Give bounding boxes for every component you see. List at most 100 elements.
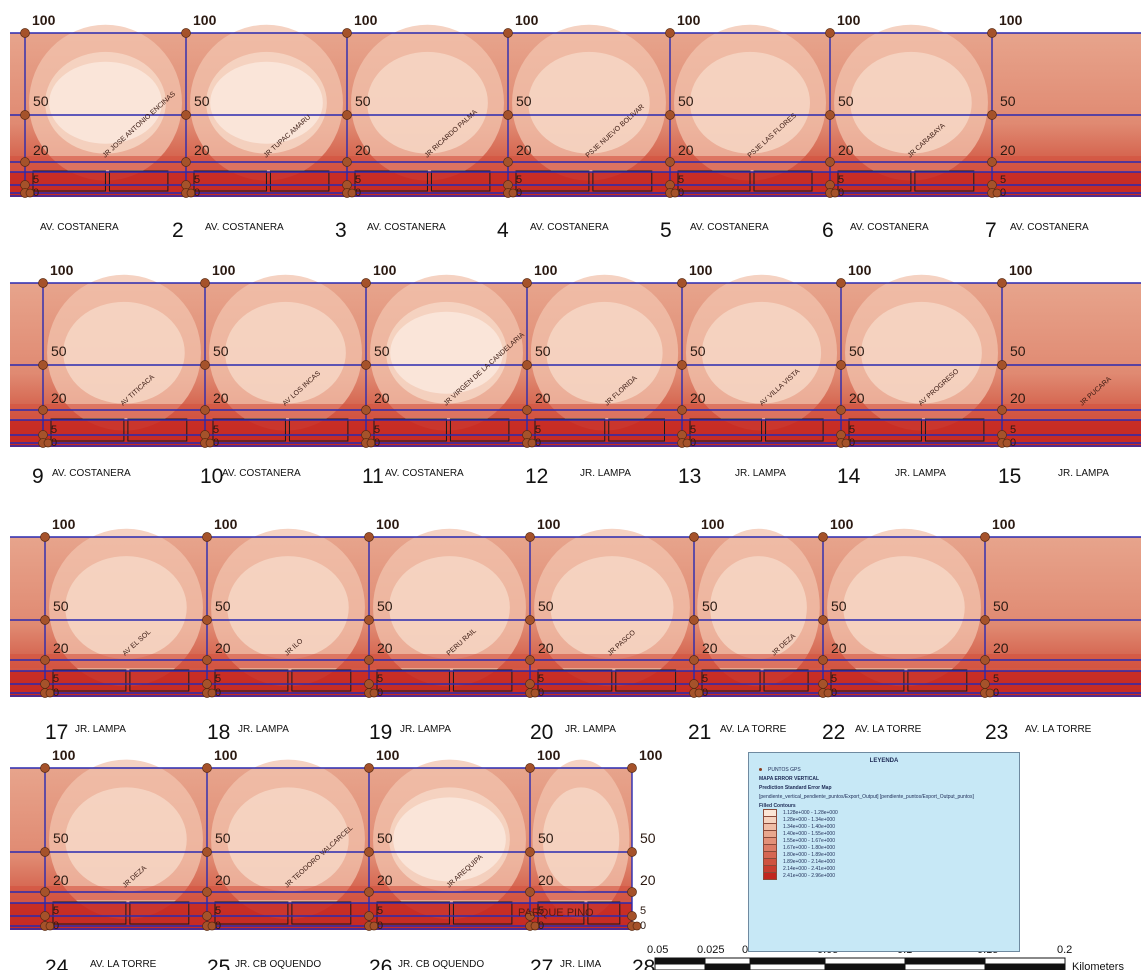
scale-segment xyxy=(704,957,751,965)
level-label-0: 0 xyxy=(538,920,544,932)
level-label-100: 100 xyxy=(214,747,238,763)
gps-point xyxy=(525,532,535,542)
segment-number: 23 xyxy=(985,721,1008,744)
gps-point xyxy=(38,360,48,370)
level-label-0: 0 xyxy=(535,437,541,449)
level-label-50: 50 xyxy=(215,830,231,846)
gps-point xyxy=(342,180,352,190)
avenue-label: JR. LAMPA xyxy=(735,468,786,479)
legend-class-8: 1.89e+000 - 2.14e+000 xyxy=(763,857,1019,866)
gps-point xyxy=(40,911,50,921)
legend-layer-title: MAPA ERROR VERTICAL xyxy=(759,776,819,782)
scale-segment xyxy=(904,963,986,970)
legend-class-2: 1.28e+000 - 1.34e+000 xyxy=(763,815,1019,824)
gps-point xyxy=(364,887,374,897)
contour-band xyxy=(550,556,674,660)
contour-band xyxy=(10,404,1141,418)
building xyxy=(830,669,905,692)
level-label-20: 20 xyxy=(535,390,551,406)
building xyxy=(129,669,190,692)
building xyxy=(701,669,761,692)
gps-point xyxy=(38,405,48,415)
avenue-label: AV. COSTANERA xyxy=(205,222,284,233)
contour-band xyxy=(710,556,807,660)
gps-point xyxy=(364,763,374,773)
gps-point xyxy=(818,655,828,665)
level-label-20: 20 xyxy=(1000,142,1016,158)
level-label-20: 20 xyxy=(53,640,69,656)
legend-class-10: 2.41e+000 - 2.96e+000 xyxy=(763,871,1019,880)
level-label-0: 0 xyxy=(993,687,999,699)
level-label-5: 5 xyxy=(355,174,361,186)
avenue-label: AV. COSTANERA xyxy=(850,222,929,233)
gps-point xyxy=(525,887,535,897)
level-label-0: 0 xyxy=(215,920,221,932)
segment-number: 14 xyxy=(837,465,861,488)
gps-point xyxy=(665,157,675,167)
gps-point xyxy=(677,405,687,415)
level-label-50: 50 xyxy=(702,598,718,614)
gps-point xyxy=(665,28,675,38)
level-label-0: 0 xyxy=(516,187,522,199)
level-label-5: 5 xyxy=(213,424,219,436)
contour-band xyxy=(10,654,1141,668)
segment-number: 18 xyxy=(207,721,230,744)
legend-title: LEYENDA xyxy=(869,758,899,764)
gps-point xyxy=(665,180,675,190)
gps-point xyxy=(38,430,48,440)
level-label-50: 50 xyxy=(194,93,210,109)
gps-point xyxy=(980,532,990,542)
gps-point-icon xyxy=(759,768,762,771)
gps-point xyxy=(202,911,212,921)
gps-point xyxy=(40,679,50,689)
building xyxy=(615,669,677,692)
gps-point xyxy=(830,188,840,198)
gps-point xyxy=(200,430,210,440)
gps-point xyxy=(364,679,374,689)
level-label-20: 20 xyxy=(213,390,229,406)
gps-point xyxy=(689,615,699,625)
building xyxy=(193,170,267,192)
gps-point xyxy=(25,188,35,198)
gps-point xyxy=(366,438,376,448)
legend-class-label: 2.14e+000 - 2.41e+000 xyxy=(783,865,835,872)
scale-tick-label: 0.025 xyxy=(697,944,725,956)
level-label-0: 0 xyxy=(53,687,59,699)
gps-point xyxy=(202,655,212,665)
gps-point xyxy=(665,110,675,120)
level-label-100: 100 xyxy=(50,262,74,278)
segment-number: 12 xyxy=(525,465,548,488)
gps-point xyxy=(181,28,191,38)
scale-segment xyxy=(654,957,706,965)
level-label-0: 0 xyxy=(374,437,380,449)
gps-point xyxy=(836,278,846,288)
level-label-50: 50 xyxy=(374,343,390,359)
building xyxy=(129,901,190,925)
contour-band xyxy=(850,51,972,154)
level-label-5: 5 xyxy=(215,905,221,917)
legend-class-7: 1.80e+000 - 1.89e+000 xyxy=(763,850,1019,859)
gps-point xyxy=(200,360,210,370)
level-label-20: 20 xyxy=(538,640,554,656)
building xyxy=(354,170,428,192)
level-label-5: 5 xyxy=(53,673,59,685)
contour-band xyxy=(65,556,187,660)
level-label-20: 20 xyxy=(678,142,694,158)
gps-point xyxy=(525,615,535,625)
avenue-label: AV. LA TORRE xyxy=(90,959,157,970)
level-label-0: 0 xyxy=(355,187,361,199)
gps-point xyxy=(694,688,704,698)
gps-point xyxy=(40,887,50,897)
legend-box: LEYENDA PUNTOS GPS MAPA ERROR VERTICAL P… xyxy=(748,752,1020,952)
gps-point xyxy=(20,110,30,120)
gps-point xyxy=(987,28,997,38)
panel-2: 1005020501005020501005020501005020501005… xyxy=(10,262,1141,488)
avenue-label: AV. LA TORRE xyxy=(1025,724,1092,735)
level-label-50: 50 xyxy=(516,93,532,109)
gps-point xyxy=(522,430,532,440)
avenue-label: JR. LAMPA xyxy=(238,724,289,735)
gps-point xyxy=(627,763,637,773)
gps-point xyxy=(364,615,374,625)
level-label-50: 50 xyxy=(213,343,229,359)
